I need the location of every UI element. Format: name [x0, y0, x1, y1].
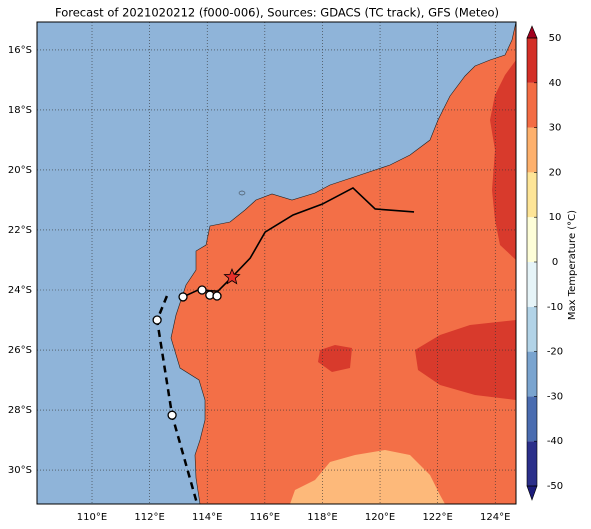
current-position: [223, 268, 241, 285]
x-tick-label: 114°E: [192, 512, 222, 523]
track-line: [155, 295, 199, 505]
x-tick-label: 122°E: [422, 512, 452, 523]
colorbar-band: [527, 217, 537, 262]
colorbar-band: [527, 396, 537, 442]
x-tick-label: 112°E: [134, 512, 164, 523]
x-tick-label: 110°E: [77, 512, 107, 523]
colorbar-tick-label: -50: [547, 481, 563, 492]
x-tick-label: 116°E: [250, 512, 280, 523]
title: Forecast of 2021020212 (f000-006), Sourc…: [55, 6, 499, 20]
colorbar-tick-label: 10: [549, 212, 562, 223]
x-tick-label: 124°E: [480, 512, 510, 523]
colorbar-tick-label: -10: [547, 302, 563, 313]
colorbar-tick-label: -30: [547, 391, 563, 402]
colorbar-tick-label: 0: [552, 257, 558, 268]
map-frame: [36, 21, 517, 505]
y-tick-label: 18°S: [8, 105, 32, 116]
track-point: [167, 410, 177, 420]
colorbar-extend: [526, 25, 538, 39]
island: [238, 190, 246, 196]
y-tick-label: 30°S: [8, 465, 32, 476]
colorbar-tick-label: -20: [547, 347, 563, 358]
y-tick-label: 22°S: [8, 225, 32, 236]
colorbar-label: Max Temperature (°C): [567, 210, 578, 320]
colorbar-tick-label: -40: [547, 436, 563, 447]
y-tick-label: 16°S: [8, 45, 32, 56]
colorbar-band: [527, 351, 537, 397]
colorbar-band: [527, 82, 537, 128]
colorbar-band: [527, 38, 537, 83]
colorbar-band: [527, 127, 537, 173]
colorbar-band: [527, 262, 537, 307]
colorbar-band: [527, 172, 537, 218]
track-point: [178, 292, 188, 302]
warm-region: [290, 450, 445, 504]
y-tick-label: 20°S: [8, 165, 32, 176]
hot-region: [318, 345, 352, 372]
hot-region: [415, 320, 516, 400]
colorbar-band: [527, 441, 537, 486]
colorbar-tick-label: 30: [549, 123, 562, 134]
x-tick-label: 118°E: [307, 512, 337, 523]
track-point: [212, 291, 222, 301]
colorbar-band: [527, 306, 537, 352]
y-tick-label: 28°S: [8, 405, 32, 416]
colorbar-extend: [526, 485, 538, 501]
y-tick-label: 26°S: [8, 345, 32, 356]
track-point: [152, 315, 162, 325]
x-tick-label: 120°E: [365, 512, 395, 523]
y-tick-label: 24°S: [8, 285, 32, 296]
map: [37, 21, 517, 505]
track-point: [197, 285, 207, 295]
colorbar-tick-label: 20: [549, 167, 562, 178]
land: [170, 21, 517, 505]
colorbar-tick-label: 40: [549, 78, 562, 89]
colorbar-tick-label: 50: [549, 33, 562, 44]
